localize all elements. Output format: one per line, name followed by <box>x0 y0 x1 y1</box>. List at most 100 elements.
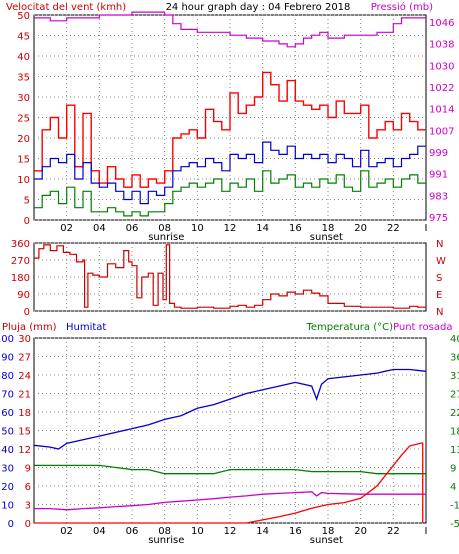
p1-end-marker: I <box>425 223 428 234</box>
p3-humidity-tick-90: 90 <box>1 353 14 364</box>
p1-speed-tick-25: 25 <box>17 114 30 125</box>
p3-time-label-02: 02 <box>60 526 73 537</box>
p3-series-humidity <box>33 368 427 450</box>
p1-time-label-16: 16 <box>289 223 302 234</box>
p3-time-label-18: 18 <box>322 526 335 537</box>
p3-temp-tick-9: 9 <box>450 464 456 475</box>
p3-humidity-tick-60: 60 <box>1 408 14 419</box>
p3-humidity-tick-20: 20 <box>1 482 14 493</box>
p3-time-label-10: 10 <box>191 526 204 537</box>
p3-time-label-06: 06 <box>126 526 139 537</box>
p3-rain-tick-3: 3 <box>25 501 31 512</box>
p2-dir-tick-90: 90 <box>17 290 30 301</box>
p3-humidity-tick-80: 80 <box>1 371 14 382</box>
p1-speed-tick-45: 45 <box>17 32 30 43</box>
p1-time-label-22: 22 <box>387 223 400 234</box>
p1-time-label-18: 18 <box>322 223 335 234</box>
p2-compass-tick-4-N: N <box>436 239 443 250</box>
p3-temp-tick-31: 31 <box>450 371 459 382</box>
p1-speed-tick-30: 30 <box>17 93 30 104</box>
p3-humidity-tick-70: 70 <box>1 390 14 401</box>
p3-series-rain <box>34 442 423 524</box>
p1-time-label-06: 06 <box>126 223 139 234</box>
p1-speed-tick-40: 40 <box>17 52 30 63</box>
p1-speed-tick-20: 20 <box>17 134 30 145</box>
p3-temp-tick-18: 18 <box>450 427 459 438</box>
p1-speed-tick-15: 15 <box>17 155 30 166</box>
p3-rain-tick-21: 21 <box>18 390 31 401</box>
p3-temp-tick--5: -5 <box>450 519 459 530</box>
p1-sunset-label: sunset <box>310 232 343 243</box>
p3-rain-tick-30: 30 <box>18 334 31 345</box>
p3-humidity-tick-0: 0 <box>8 519 14 530</box>
p3-temp-tick-40: 40 <box>450 334 459 345</box>
p2-dir-tick-0: 0 <box>24 307 30 318</box>
p3-rain-tick-0: 0 <box>25 519 31 530</box>
p1-speed-tick-50: 50 <box>17 11 30 22</box>
p2-dir-tick-180: 180 <box>11 273 30 284</box>
p3-temp-tick-36: 36 <box>450 353 459 364</box>
p3-humidity-tick-30: 30 <box>1 464 14 475</box>
p1-pressure-tick-1007: 1007 <box>429 126 454 137</box>
p1-time-label-08: 08 <box>158 223 171 234</box>
p2-dir-tick-360: 360 <box>11 239 30 250</box>
p1-speed-tick-35: 35 <box>17 73 30 84</box>
p2-compass-tick-2-S: S <box>436 273 442 284</box>
p2-dir-tick-270: 270 <box>11 256 30 267</box>
p3-end-marker: I <box>425 526 428 537</box>
p1-time-label-12: 12 <box>224 223 237 234</box>
p3-rain-tick-27: 27 <box>18 353 31 364</box>
tick-layer: 02 04 06 08 10 12 14 16 18 20 22 I02 04 06 08 10 12 14 16 1… <box>0 11 459 546</box>
p1-speed-tick-5: 5 <box>24 196 30 207</box>
p3-time-label-14: 14 <box>256 526 269 537</box>
p3-humidity-tick-10: 10 <box>1 501 14 512</box>
p3-rain-tick-24: 24 <box>18 371 31 382</box>
dewpoint-label: Punt rosada <box>393 322 452 333</box>
p3-time-label-04: 04 <box>93 526 106 537</box>
p1-pressure-tick-1046: 1046 <box>429 18 454 29</box>
p3-temp-tick-13: 13 <box>450 445 459 456</box>
p2-compass-tick-0-N: N <box>436 307 443 318</box>
p1-pressure-tick-1022: 1022 <box>429 83 454 94</box>
p1-pressure-tick-1030: 1030 <box>429 61 454 72</box>
p3-sunset-label: sunset <box>310 535 343 546</box>
p3-humidity-tick-50: 50 <box>1 427 14 438</box>
p3-series-dewpoint <box>34 491 426 511</box>
p1-series-pressure <box>34 11 426 48</box>
p1-pressure-tick-991: 991 <box>429 170 448 181</box>
p3-time-label-12: 12 <box>224 526 237 537</box>
humidity-label: Humitat <box>66 322 106 333</box>
p1-time-label-14: 14 <box>256 223 269 234</box>
p1-pressure-tick-1038: 1038 <box>429 40 454 51</box>
pressure-title: Pressió (mb) <box>371 1 433 13</box>
wind-speed-title: Velocitat del vent (kmh) <box>6 2 126 13</box>
p3-time-label-16: 16 <box>289 526 302 537</box>
p3-time-label-20: 20 <box>354 526 367 537</box>
p3-temp-tick-4: 4 <box>450 482 456 493</box>
p3-temp-tick--1: -1 <box>450 501 459 512</box>
chart-date-title: 24 hour graph day : 04 Febrero 2018 <box>166 2 351 13</box>
temperature-label: Temperatura (°C) <box>305 322 393 333</box>
p3-temp-tick-22: 22 <box>450 408 459 419</box>
p2-compass-tick-3-W: W <box>436 256 446 267</box>
p1-speed-tick-10: 10 <box>17 175 30 186</box>
p1-series-gust <box>34 71 426 188</box>
p2-series-winddir <box>34 244 426 309</box>
p3-humidity-tick-40: 40 <box>1 445 14 456</box>
p3-sunrise-label: sunrise <box>148 535 184 546</box>
p1-sunrise-label: sunrise <box>148 232 184 243</box>
rain-label: Pluja (mm) <box>2 322 57 333</box>
p1-pressure-tick-983: 983 <box>429 191 448 202</box>
p1-time-label-02: 02 <box>60 223 73 234</box>
p1-speed-tick-0: 0 <box>24 216 30 227</box>
p2-compass-tick-1-E: E <box>436 290 442 301</box>
p3-time-label-22: 22 <box>387 526 400 537</box>
p3-rain-tick-9: 9 <box>25 464 31 475</box>
p1-series-min <box>34 170 426 217</box>
p1-pressure-tick-975: 975 <box>429 213 448 224</box>
p3-temp-tick-27: 27 <box>450 390 459 401</box>
series-layer <box>33 11 427 524</box>
p3-humidity-tick-100: 100 <box>0 334 14 345</box>
p1-pressure-tick-1014: 1014 <box>429 105 454 116</box>
